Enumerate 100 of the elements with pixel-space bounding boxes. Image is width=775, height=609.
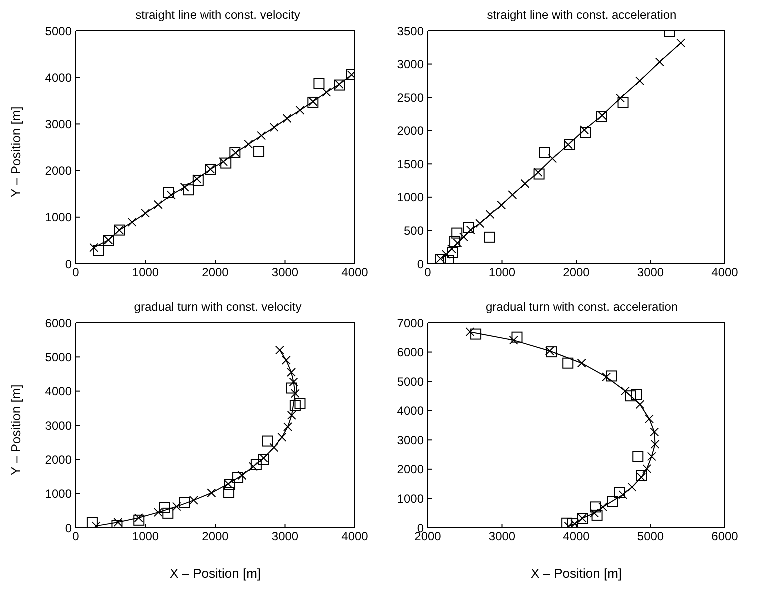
- point: [154, 200, 163, 210]
- y-tick-label: 2500: [397, 90, 424, 105]
- x-tick-label: 5000: [637, 530, 664, 544]
- point: [220, 158, 232, 169]
- y-tick-label: 1000: [45, 487, 72, 502]
- x-axis-title: X – Position [m]: [170, 566, 262, 581]
- point: [250, 459, 262, 470]
- point: [607, 496, 618, 508]
- y-tick-label: 1000: [397, 492, 424, 506]
- point: [442, 250, 451, 260]
- point: [172, 502, 182, 512]
- point: [262, 436, 274, 447]
- point: [466, 328, 475, 337]
- y-tick-label: 1500: [397, 157, 424, 172]
- point: [577, 358, 586, 368]
- point: [453, 238, 462, 248]
- point: [249, 462, 258, 472]
- x-tick-label: 3000: [272, 266, 299, 280]
- point: [162, 508, 174, 519]
- point: [287, 411, 296, 420]
- point: [647, 452, 656, 462]
- y-tick-label: 3000: [45, 418, 72, 433]
- y-tick-label: 6000: [45, 316, 72, 330]
- point: [636, 76, 645, 86]
- point: [154, 508, 163, 518]
- point: [614, 487, 626, 498]
- point: [539, 147, 550, 158]
- x-tick-label: 4000: [563, 530, 590, 544]
- point: [290, 400, 301, 412]
- point: [655, 58, 664, 67]
- x-tick-label: 2000: [202, 266, 230, 280]
- point: [590, 508, 600, 518]
- y-tick-label: 5000: [45, 350, 72, 364]
- point: [180, 182, 190, 192]
- point: [636, 470, 648, 482]
- point: [580, 126, 590, 135]
- y-tick-label: 2000: [397, 462, 424, 477]
- point: [232, 472, 244, 484]
- point: [470, 328, 482, 340]
- point: [166, 190, 176, 200]
- x-tick-label: 6000: [712, 530, 739, 544]
- point: [606, 370, 618, 382]
- point: [509, 336, 518, 345]
- point: [602, 372, 612, 382]
- point: [628, 482, 637, 492]
- point: [183, 184, 194, 196]
- y-tick-label: 2000: [45, 452, 72, 467]
- point: [141, 208, 150, 218]
- point: [476, 219, 485, 228]
- y-tick-label: 3000: [45, 117, 72, 132]
- point: [637, 473, 646, 482]
- point: [159, 502, 170, 514]
- point: [497, 200, 506, 210]
- x-tick-label: 3000: [272, 530, 299, 544]
- y-tick-label: 5000: [397, 374, 424, 389]
- x-axis-title: X – Position [m]: [530, 566, 622, 581]
- point: [618, 490, 628, 500]
- point: [642, 464, 652, 474]
- point: [564, 139, 576, 150]
- point: [447, 244, 456, 254]
- point: [676, 38, 686, 48]
- point: [289, 378, 298, 387]
- x-tick-label: 2000: [202, 530, 230, 544]
- point: [636, 400, 645, 410]
- point: [616, 94, 626, 103]
- point: [286, 382, 298, 394]
- point: [290, 389, 300, 398]
- chart-title: gradual turn with const. acceleration: [484, 300, 680, 316]
- y-tick-label: 1000: [45, 210, 72, 225]
- y-tick-label: 4000: [45, 70, 72, 85]
- point: [128, 218, 137, 227]
- point: [484, 232, 496, 243]
- point: [534, 168, 543, 178]
- point: [282, 356, 291, 365]
- point: [275, 346, 284, 355]
- point: [314, 78, 325, 90]
- y-axis-title: Y – Position [m]: [8, 106, 24, 198]
- x-tick-label: 2000: [563, 266, 590, 280]
- point: [596, 112, 608, 123]
- point: [580, 127, 592, 138]
- y-tick-label: 2000: [397, 124, 424, 138]
- point: [650, 440, 660, 449]
- point: [548, 154, 558, 164]
- y-tick-label: 3000: [397, 58, 424, 72]
- x-tick-label: 3000: [637, 266, 664, 280]
- point: [598, 111, 607, 120]
- point: [625, 390, 636, 402]
- point: [86, 517, 98, 528]
- y-tick-label: 3500: [397, 24, 424, 38]
- chart-title: straight line with const. velocity: [134, 8, 302, 24]
- point: [562, 358, 574, 369]
- point: [450, 236, 461, 248]
- point: [207, 488, 216, 498]
- point: [238, 471, 247, 480]
- point: [322, 88, 332, 98]
- point: [486, 210, 495, 220]
- point: [520, 179, 530, 188]
- point: [296, 106, 305, 115]
- point: [224, 480, 233, 489]
- point: [270, 443, 279, 452]
